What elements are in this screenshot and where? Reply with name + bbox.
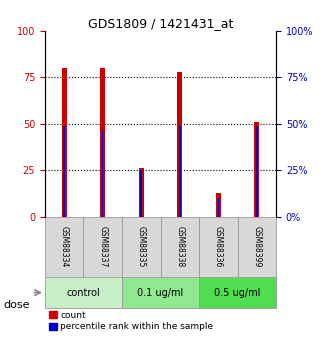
Bar <box>45 217 83 277</box>
Bar <box>216 193 221 217</box>
Text: 0.1 ug/ml: 0.1 ug/ml <box>137 288 184 298</box>
Bar <box>45 277 122 308</box>
Bar <box>122 217 160 277</box>
Bar <box>178 72 182 217</box>
Bar <box>139 168 143 217</box>
Bar <box>199 217 238 277</box>
Bar <box>256 126 257 217</box>
Bar <box>179 126 180 217</box>
Bar <box>238 217 276 277</box>
Text: GSM88335: GSM88335 <box>137 226 146 268</box>
Text: GSM88337: GSM88337 <box>98 226 107 268</box>
Legend: count, percentile rank within the sample: count, percentile rank within the sample <box>49 310 213 331</box>
Text: control: control <box>66 288 100 298</box>
Bar <box>102 131 103 217</box>
Bar <box>64 126 65 217</box>
Bar <box>218 198 219 217</box>
Text: GSM88399: GSM88399 <box>252 226 261 268</box>
Bar <box>199 277 276 308</box>
Bar <box>255 122 259 217</box>
Text: GSM88336: GSM88336 <box>214 226 223 268</box>
Text: dose: dose <box>3 300 30 310</box>
Bar <box>141 170 142 217</box>
Bar <box>100 68 105 217</box>
Text: GSM88338: GSM88338 <box>175 226 184 268</box>
Title: GDS1809 / 1421431_at: GDS1809 / 1421431_at <box>88 17 233 30</box>
Text: GSM88334: GSM88334 <box>60 226 69 268</box>
Bar <box>83 217 122 277</box>
Text: 0.5 ug/ml: 0.5 ug/ml <box>214 288 261 298</box>
Bar <box>160 217 199 277</box>
Bar <box>62 68 66 217</box>
Bar <box>122 277 199 308</box>
